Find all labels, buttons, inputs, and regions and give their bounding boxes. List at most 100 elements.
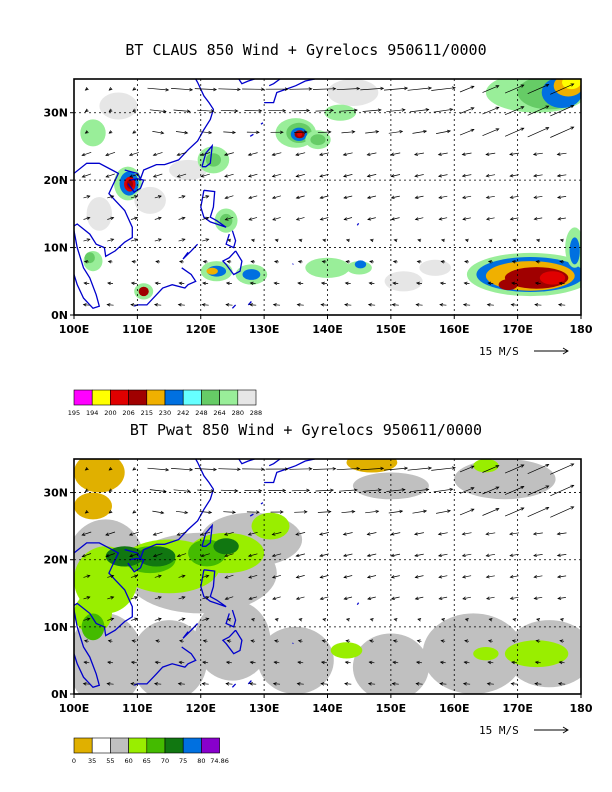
- wind-vector-head: [105, 174, 110, 178]
- wind-vector-head: [272, 596, 277, 601]
- wind-vector: [557, 303, 566, 307]
- wind-vector-shaft: [336, 468, 360, 471]
- wind-vector: [482, 508, 500, 516]
- wind-vector-shaft: [272, 173, 282, 177]
- wind-vector-shaft: [559, 282, 565, 284]
- wind-vector: [147, 87, 170, 92]
- wind-vector-head: [176, 152, 181, 157]
- wind-vector: [319, 152, 329, 156]
- wind-vector: [437, 152, 448, 156]
- wind-vector: [194, 467, 217, 472]
- wind-vector-shaft: [462, 174, 472, 177]
- wind-vector-head: [308, 467, 313, 471]
- wind-vector: [336, 86, 361, 91]
- wind-vector-head: [225, 682, 230, 686]
- wind-vector: [154, 216, 162, 221]
- wind-vector-shaft: [488, 661, 494, 664]
- x-tick-label: 160E: [439, 702, 469, 715]
- wind-vector-head: [248, 682, 253, 686]
- wind-vector-head: [369, 639, 374, 643]
- wind-vector-head: [152, 553, 157, 558]
- wind-vector: [226, 639, 232, 643]
- wind-vector-head: [181, 596, 186, 600]
- wind-vector-shaft: [486, 553, 496, 557]
- wind-vector-head: [295, 174, 300, 178]
- wind-vector-head: [223, 532, 228, 536]
- wind-vector-head: [438, 553, 442, 558]
- wind-vector-shaft: [367, 553, 377, 557]
- wind-vector-head: [509, 532, 514, 536]
- wind-vector: [312, 87, 337, 91]
- wind-vector: [488, 238, 493, 243]
- wind-vector-head: [414, 553, 419, 558]
- wind-vector: [343, 174, 353, 178]
- wind-vector-head: [416, 639, 421, 643]
- wind-vector: [83, 238, 91, 242]
- wind-vector: [559, 238, 564, 243]
- wind-vector-head: [416, 660, 420, 665]
- wind-vector: [202, 660, 209, 665]
- wind-vector-head: [181, 216, 186, 221]
- wind-vector-shaft: [321, 304, 328, 306]
- wind-vector-shaft: [509, 152, 520, 155]
- panel2-title: BT Pwat 850 Wind + Gyrelocs 950611/0000: [129, 421, 483, 439]
- wind-vector-head: [557, 195, 562, 199]
- wind-vector: [319, 553, 329, 558]
- wind-vector-shaft: [224, 531, 234, 536]
- wind-vector-shaft: [416, 282, 423, 284]
- wind-vector: [202, 574, 210, 578]
- wind-vector-head: [83, 639, 88, 643]
- wind-vector: [246, 510, 260, 514]
- wind-vector-head: [391, 682, 396, 686]
- wind-vector-head: [404, 466, 409, 471]
- wind-vector: [485, 195, 495, 199]
- wind-vector: [242, 467, 265, 471]
- colorbar-label: 74.86: [210, 757, 229, 765]
- wind-vector: [295, 532, 306, 536]
- wind-vector-shaft: [343, 553, 353, 557]
- coastline: [124, 459, 215, 560]
- coastline: [221, 250, 243, 276]
- claus-blob: [126, 179, 133, 189]
- wind-vector-head: [390, 195, 395, 200]
- wind-vector-head: [559, 238, 564, 243]
- wind-vector: [295, 152, 306, 156]
- wind-vector-shaft: [486, 532, 496, 535]
- wind-vector-head: [558, 281, 563, 285]
- wind-vector-head: [83, 260, 88, 264]
- wind-vector-shaft: [557, 575, 567, 578]
- wind-vector-shaft: [197, 489, 214, 492]
- wind-vector-shaft: [249, 683, 257, 685]
- wind-vector-shaft: [201, 553, 210, 557]
- wind-vector: [178, 216, 186, 221]
- wind-vector-head: [223, 152, 228, 157]
- wind-vector-head: [248, 575, 253, 579]
- wind-vector-head: [303, 130, 308, 134]
- wind-vector-head: [200, 532, 205, 536]
- wind-vector-head: [108, 130, 113, 134]
- wind-vector-shaft: [272, 553, 282, 557]
- y-tick-label: 0N: [51, 688, 68, 701]
- wind-vector-shaft: [83, 304, 90, 306]
- wind-vector: [343, 575, 353, 579]
- wind-vector-shaft: [407, 87, 432, 91]
- wind-vector: [409, 108, 430, 113]
- wind-vector-shaft: [296, 596, 305, 600]
- wind-vector-shaft: [462, 575, 472, 578]
- x-tick-label: 140E: [312, 323, 342, 336]
- wind-vector-shaft: [297, 683, 304, 685]
- wind-vector-shaft: [344, 304, 352, 306]
- wind-vector: [527, 105, 550, 116]
- wind-vector-head: [248, 217, 253, 221]
- wind-vector: [107, 596, 115, 600]
- wind-vector-head: [155, 260, 160, 264]
- wind-vector: [345, 260, 351, 264]
- wind-vector-head: [440, 260, 445, 264]
- wind-vector: [130, 574, 139, 578]
- x-tick-label: 130E: [249, 323, 279, 336]
- wind-vector: [152, 152, 163, 157]
- wind-vector-shaft: [391, 532, 401, 535]
- wind-vector: [509, 152, 520, 156]
- wind-vector: [84, 488, 89, 492]
- colorbar-label: 242: [177, 409, 189, 417]
